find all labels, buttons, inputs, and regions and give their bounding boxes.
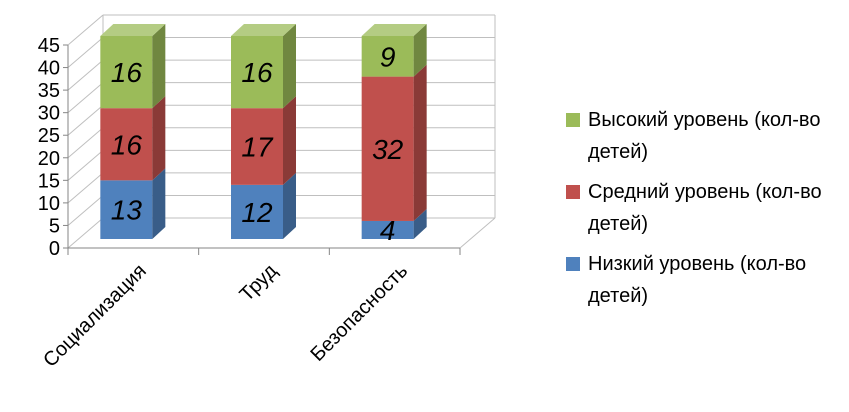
data-label: 16 (111, 129, 143, 160)
legend: Высокий уровень (кол-во детей) Средний у… (566, 104, 849, 320)
bar-top (100, 24, 166, 36)
bar-top (361, 24, 427, 36)
y-tick-label: 40 (38, 58, 60, 80)
legend-swatch-low (566, 257, 580, 271)
legend-item-high: Высокий уровень (кол-во детей) (566, 104, 849, 168)
y-tick-label: 25 (38, 125, 60, 147)
y-tick-label: 10 (38, 193, 60, 215)
bar-segment (361, 76, 414, 221)
gridline-side (67, 104, 104, 136)
gridline-side (67, 172, 104, 204)
data-label: 13 (111, 195, 143, 226)
y-tick-label: 15 (38, 170, 60, 192)
bar-segment-side (413, 64, 427, 221)
data-label: 16 (111, 57, 143, 88)
gridline-side (67, 195, 104, 226)
gridline-side (67, 149, 104, 181)
bar-segment-side (283, 24, 296, 109)
data-label: 4 (380, 215, 396, 246)
data-label: 32 (372, 134, 404, 165)
data-label: 17 (241, 132, 274, 163)
data-label: 12 (241, 197, 273, 228)
data-label: 9 (380, 41, 396, 72)
legend-label-high: Высокий уровень (кол-во детей) (588, 109, 821, 163)
data-label: 16 (241, 57, 273, 88)
floor-edge (459, 217, 496, 249)
bar-segment (231, 108, 283, 185)
legend-item-low: Низкий уровень (кол-во детей) (566, 248, 849, 312)
x-tick-label: Труд (236, 260, 282, 306)
gridline-side (67, 217, 104, 249)
y-tick-label: 45 (38, 35, 60, 57)
legend-label-medium: Средний уровень (кол-во детей) (588, 181, 822, 235)
bar-segment-side (283, 96, 296, 185)
bar-segment (100, 180, 153, 239)
bar-segment-side (283, 172, 296, 239)
bar-segment-side (152, 168, 166, 239)
gridline-side (67, 82, 104, 114)
y-tick-label: 0 (49, 238, 60, 260)
bar-segment (361, 220, 414, 239)
x-tick-label: Социализация (39, 260, 151, 372)
legend-item-medium: Средний уровень (кол-во детей) (566, 176, 849, 240)
gridline-side (67, 59, 104, 91)
bar-segment (100, 36, 153, 109)
bar-top (231, 24, 296, 36)
y-tick-label: 5 (49, 215, 60, 237)
bar-segment-side (413, 208, 427, 239)
y-tick-label: 20 (38, 148, 60, 170)
x-tick-label: Безопасность (306, 260, 412, 366)
gridline-side (67, 127, 104, 159)
gridline-side (67, 37, 104, 68)
bar-segment-side (152, 24, 166, 109)
legend-swatch-high (566, 113, 580, 127)
gridline-side (67, 14, 104, 46)
bar-segment-side (413, 24, 427, 77)
legend-swatch-medium (566, 185, 580, 199)
y-tick-label: 30 (38, 103, 60, 125)
bar-segment-side (152, 96, 166, 181)
bar-segment (231, 36, 283, 109)
bar-segment (231, 184, 283, 239)
y-tick-label: 35 (38, 80, 60, 102)
bar-segment (100, 108, 153, 181)
bar-segment (361, 36, 414, 77)
legend-label-low: Низкий уровень (кол-во детей) (588, 253, 807, 307)
